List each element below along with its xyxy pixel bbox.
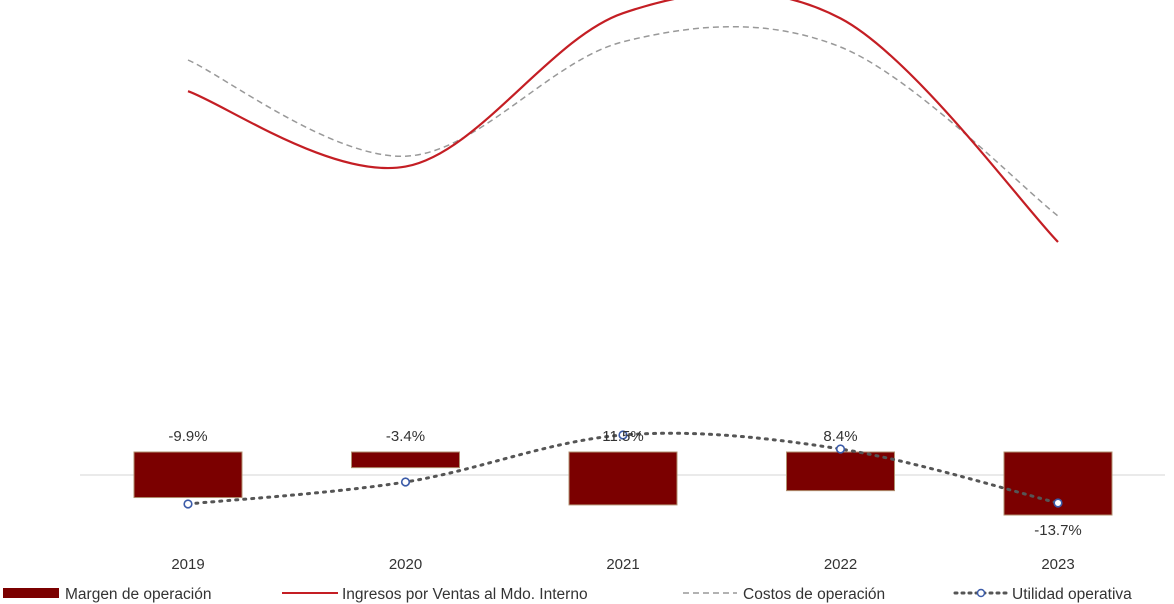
utilidad-markers-group <box>183 430 1063 509</box>
bar-2021 <box>568 451 678 506</box>
legend-label-utilidad: Utilidad operativa <box>1012 586 1132 603</box>
utilidad-marker-2021 <box>618 430 628 440</box>
bar-label-2021: 11.5% <box>602 428 643 445</box>
category-label-2021: 2021 <box>606 556 639 573</box>
legend-label-costos: Costos de operación <box>743 586 885 603</box>
bar-2023 <box>1003 451 1113 516</box>
bar-2019 <box>133 451 243 499</box>
legend: Margen de operación Ingresos por Ventas … <box>3 586 1132 603</box>
legend-swatch-utilidad-marker <box>976 588 986 598</box>
category-label-2019: 2019 <box>171 556 204 573</box>
bar-labels-group: -9.9% -3.4% 11.5% 8.4% -13.7% <box>168 428 1081 539</box>
legend-swatch-margen <box>3 588 59 598</box>
bar-label-2023: -13.7% <box>1034 522 1082 539</box>
bars-group <box>133 451 1113 516</box>
category-label-2023: 2023 <box>1041 556 1074 573</box>
utilidad-marker-2022 <box>835 444 846 454</box>
category-label-2020: 2020 <box>389 556 422 573</box>
legend-label-ingresos: Ingresos por Ventas al Mdo. Interno <box>342 586 588 603</box>
utilidad-marker-2020 <box>400 477 411 487</box>
legend-label-margen: Margen de operación <box>65 586 212 603</box>
line-ingresos-ventas <box>187 0 1059 243</box>
category-labels-group: 2019 2020 2021 2022 2023 <box>171 556 1074 573</box>
bar-label-2019: -9.9% <box>168 428 207 445</box>
utilidad-marker-2019 <box>183 499 193 509</box>
line-costos-operacion <box>187 25 1059 217</box>
utilidad-marker-2023 <box>1053 498 1063 508</box>
category-label-2022: 2022 <box>824 556 857 573</box>
bar-label-2020: -3.4% <box>386 428 425 445</box>
bar-label-2022: 8.4% <box>823 428 857 445</box>
bar-2020 <box>351 451 460 469</box>
bar-2022 <box>786 451 895 492</box>
